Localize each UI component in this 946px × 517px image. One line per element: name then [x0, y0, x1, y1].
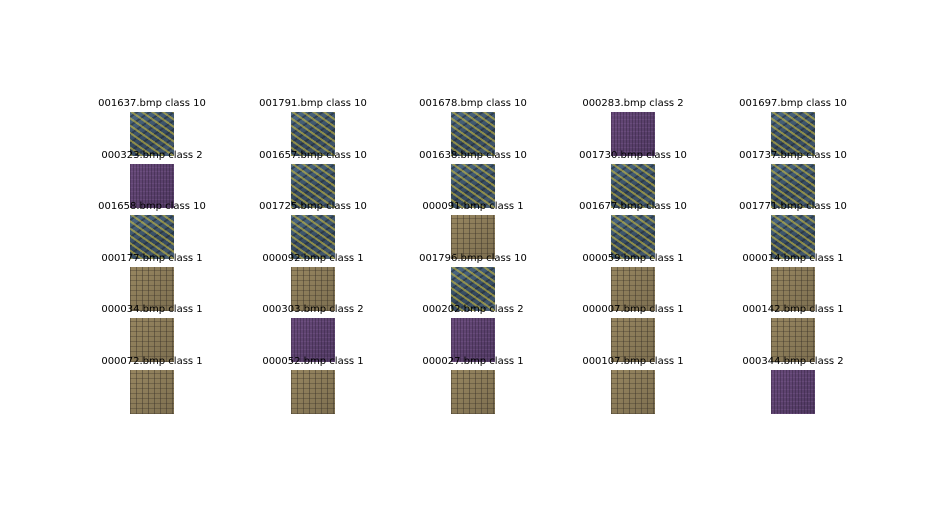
image-caption: 001725.bmp class 10: [259, 201, 367, 212]
image-caption: 000092.bmp class 1: [262, 253, 364, 264]
image-tile: 000142.bmp class 1: [713, 304, 873, 364]
image-caption: 000344.bmp class 2: [742, 356, 844, 367]
image-caption: 000303.bmp class 2: [262, 304, 364, 315]
texture-thumbnail: [130, 370, 174, 414]
image-tile: 000283.bmp class 2: [553, 98, 713, 158]
image-caption: 000034.bmp class 1: [101, 304, 203, 315]
image-caption: 000202.bmp class 2: [422, 304, 524, 315]
image-caption: 000027.bmp class 1: [422, 356, 524, 367]
texture-thumbnail: [130, 112, 174, 156]
image-caption: 001697.bmp class 10: [739, 98, 847, 109]
texture-thumbnail: [130, 215, 174, 259]
image-tile: 000202.bmp class 2: [393, 304, 553, 364]
texture-thumbnail: [291, 215, 335, 259]
image-tile: 000007.bmp class 1: [553, 304, 713, 364]
image-tile: 001737.bmp class 10: [713, 150, 873, 210]
texture-thumbnail: [611, 112, 655, 156]
image-caption: 000072.bmp class 1: [101, 356, 203, 367]
texture-thumbnail: [451, 164, 495, 208]
texture-thumbnail: [451, 112, 495, 156]
texture-thumbnail: [611, 370, 655, 414]
image-caption: 001796.bmp class 10: [419, 253, 527, 264]
texture-thumbnail: [771, 112, 815, 156]
image-tile: 000092.bmp class 1: [233, 253, 393, 313]
image-tile: 000027.bmp class 1: [393, 356, 553, 416]
texture-thumbnail: [130, 318, 174, 362]
image-caption: 001730.bmp class 10: [579, 150, 687, 161]
texture-thumbnail: [451, 370, 495, 414]
texture-thumbnail: [771, 267, 815, 311]
image-tile: 001796.bmp class 10: [393, 253, 553, 313]
image-caption: 001637.bmp class 10: [98, 98, 206, 109]
image-tile: 001637.bmp class 10: [72, 98, 232, 158]
image-tile: 001771.bmp class 10: [713, 201, 873, 261]
image-caption: 001737.bmp class 10: [739, 150, 847, 161]
image-caption: 000059.bmp class 1: [582, 253, 684, 264]
image-tile: 000014.bmp class 1: [713, 253, 873, 313]
texture-thumbnail: [611, 267, 655, 311]
image-tile: 001658.bmp class 10: [72, 201, 232, 261]
image-tile: 001791.bmp class 10: [233, 98, 393, 158]
texture-thumbnail: [451, 318, 495, 362]
texture-thumbnail: [291, 370, 335, 414]
image-tile: 000072.bmp class 1: [72, 356, 232, 416]
texture-thumbnail: [611, 215, 655, 259]
texture-thumbnail: [771, 318, 815, 362]
image-tile: 000344.bmp class 2: [713, 356, 873, 416]
texture-thumbnail: [611, 318, 655, 362]
image-caption: 000007.bmp class 1: [582, 304, 684, 315]
image-tile: 000303.bmp class 2: [233, 304, 393, 364]
image-tile: 000107.bmp class 1: [553, 356, 713, 416]
image-caption: 001678.bmp class 10: [419, 98, 527, 109]
image-tile: 000091.bmp class 1: [393, 201, 553, 261]
texture-thumbnail: [291, 318, 335, 362]
image-caption: 000142.bmp class 1: [742, 304, 844, 315]
image-tile: 001730.bmp class 10: [553, 150, 713, 210]
image-caption: 000283.bmp class 2: [582, 98, 684, 109]
texture-thumbnail: [130, 164, 174, 208]
image-caption: 000014.bmp class 1: [742, 253, 844, 264]
image-tile: 001677.bmp class 10: [553, 201, 713, 261]
image-caption: 000177.bmp class 1: [101, 253, 203, 264]
texture-thumbnail: [771, 164, 815, 208]
texture-thumbnail: [291, 267, 335, 311]
image-caption: 001658.bmp class 10: [98, 201, 206, 212]
texture-thumbnail: [451, 267, 495, 311]
image-tile: 000059.bmp class 1: [553, 253, 713, 313]
image-caption: 000323.bmp class 2: [101, 150, 203, 161]
image-caption: 001638.bmp class 10: [419, 150, 527, 161]
image-tile: 001678.bmp class 10: [393, 98, 553, 158]
image-tile: 000052.bmp class 1: [233, 356, 393, 416]
image-tile: 000034.bmp class 1: [72, 304, 232, 364]
image-tile: 000323.bmp class 2: [72, 150, 232, 210]
image-tile: 001697.bmp class 10: [713, 98, 873, 158]
texture-thumbnail: [611, 164, 655, 208]
texture-thumbnail: [771, 370, 815, 414]
image-caption: 001677.bmp class 10: [579, 201, 687, 212]
image-tile: 001725.bmp class 10: [233, 201, 393, 261]
image-caption: 000091.bmp class 1: [422, 201, 524, 212]
image-tile: 000177.bmp class 1: [72, 253, 232, 313]
image-caption: 000107.bmp class 1: [582, 356, 684, 367]
texture-thumbnail: [291, 164, 335, 208]
image-tile: 001638.bmp class 10: [393, 150, 553, 210]
texture-thumbnail: [451, 215, 495, 259]
image-caption: 001657.bmp class 10: [259, 150, 367, 161]
image-caption: 000052.bmp class 1: [262, 356, 364, 367]
texture-thumbnail: [771, 215, 815, 259]
image-tile: 001657.bmp class 10: [233, 150, 393, 210]
image-caption: 001791.bmp class 10: [259, 98, 367, 109]
texture-thumbnail: [130, 267, 174, 311]
image-caption: 001771.bmp class 10: [739, 201, 847, 212]
texture-thumbnail: [291, 112, 335, 156]
